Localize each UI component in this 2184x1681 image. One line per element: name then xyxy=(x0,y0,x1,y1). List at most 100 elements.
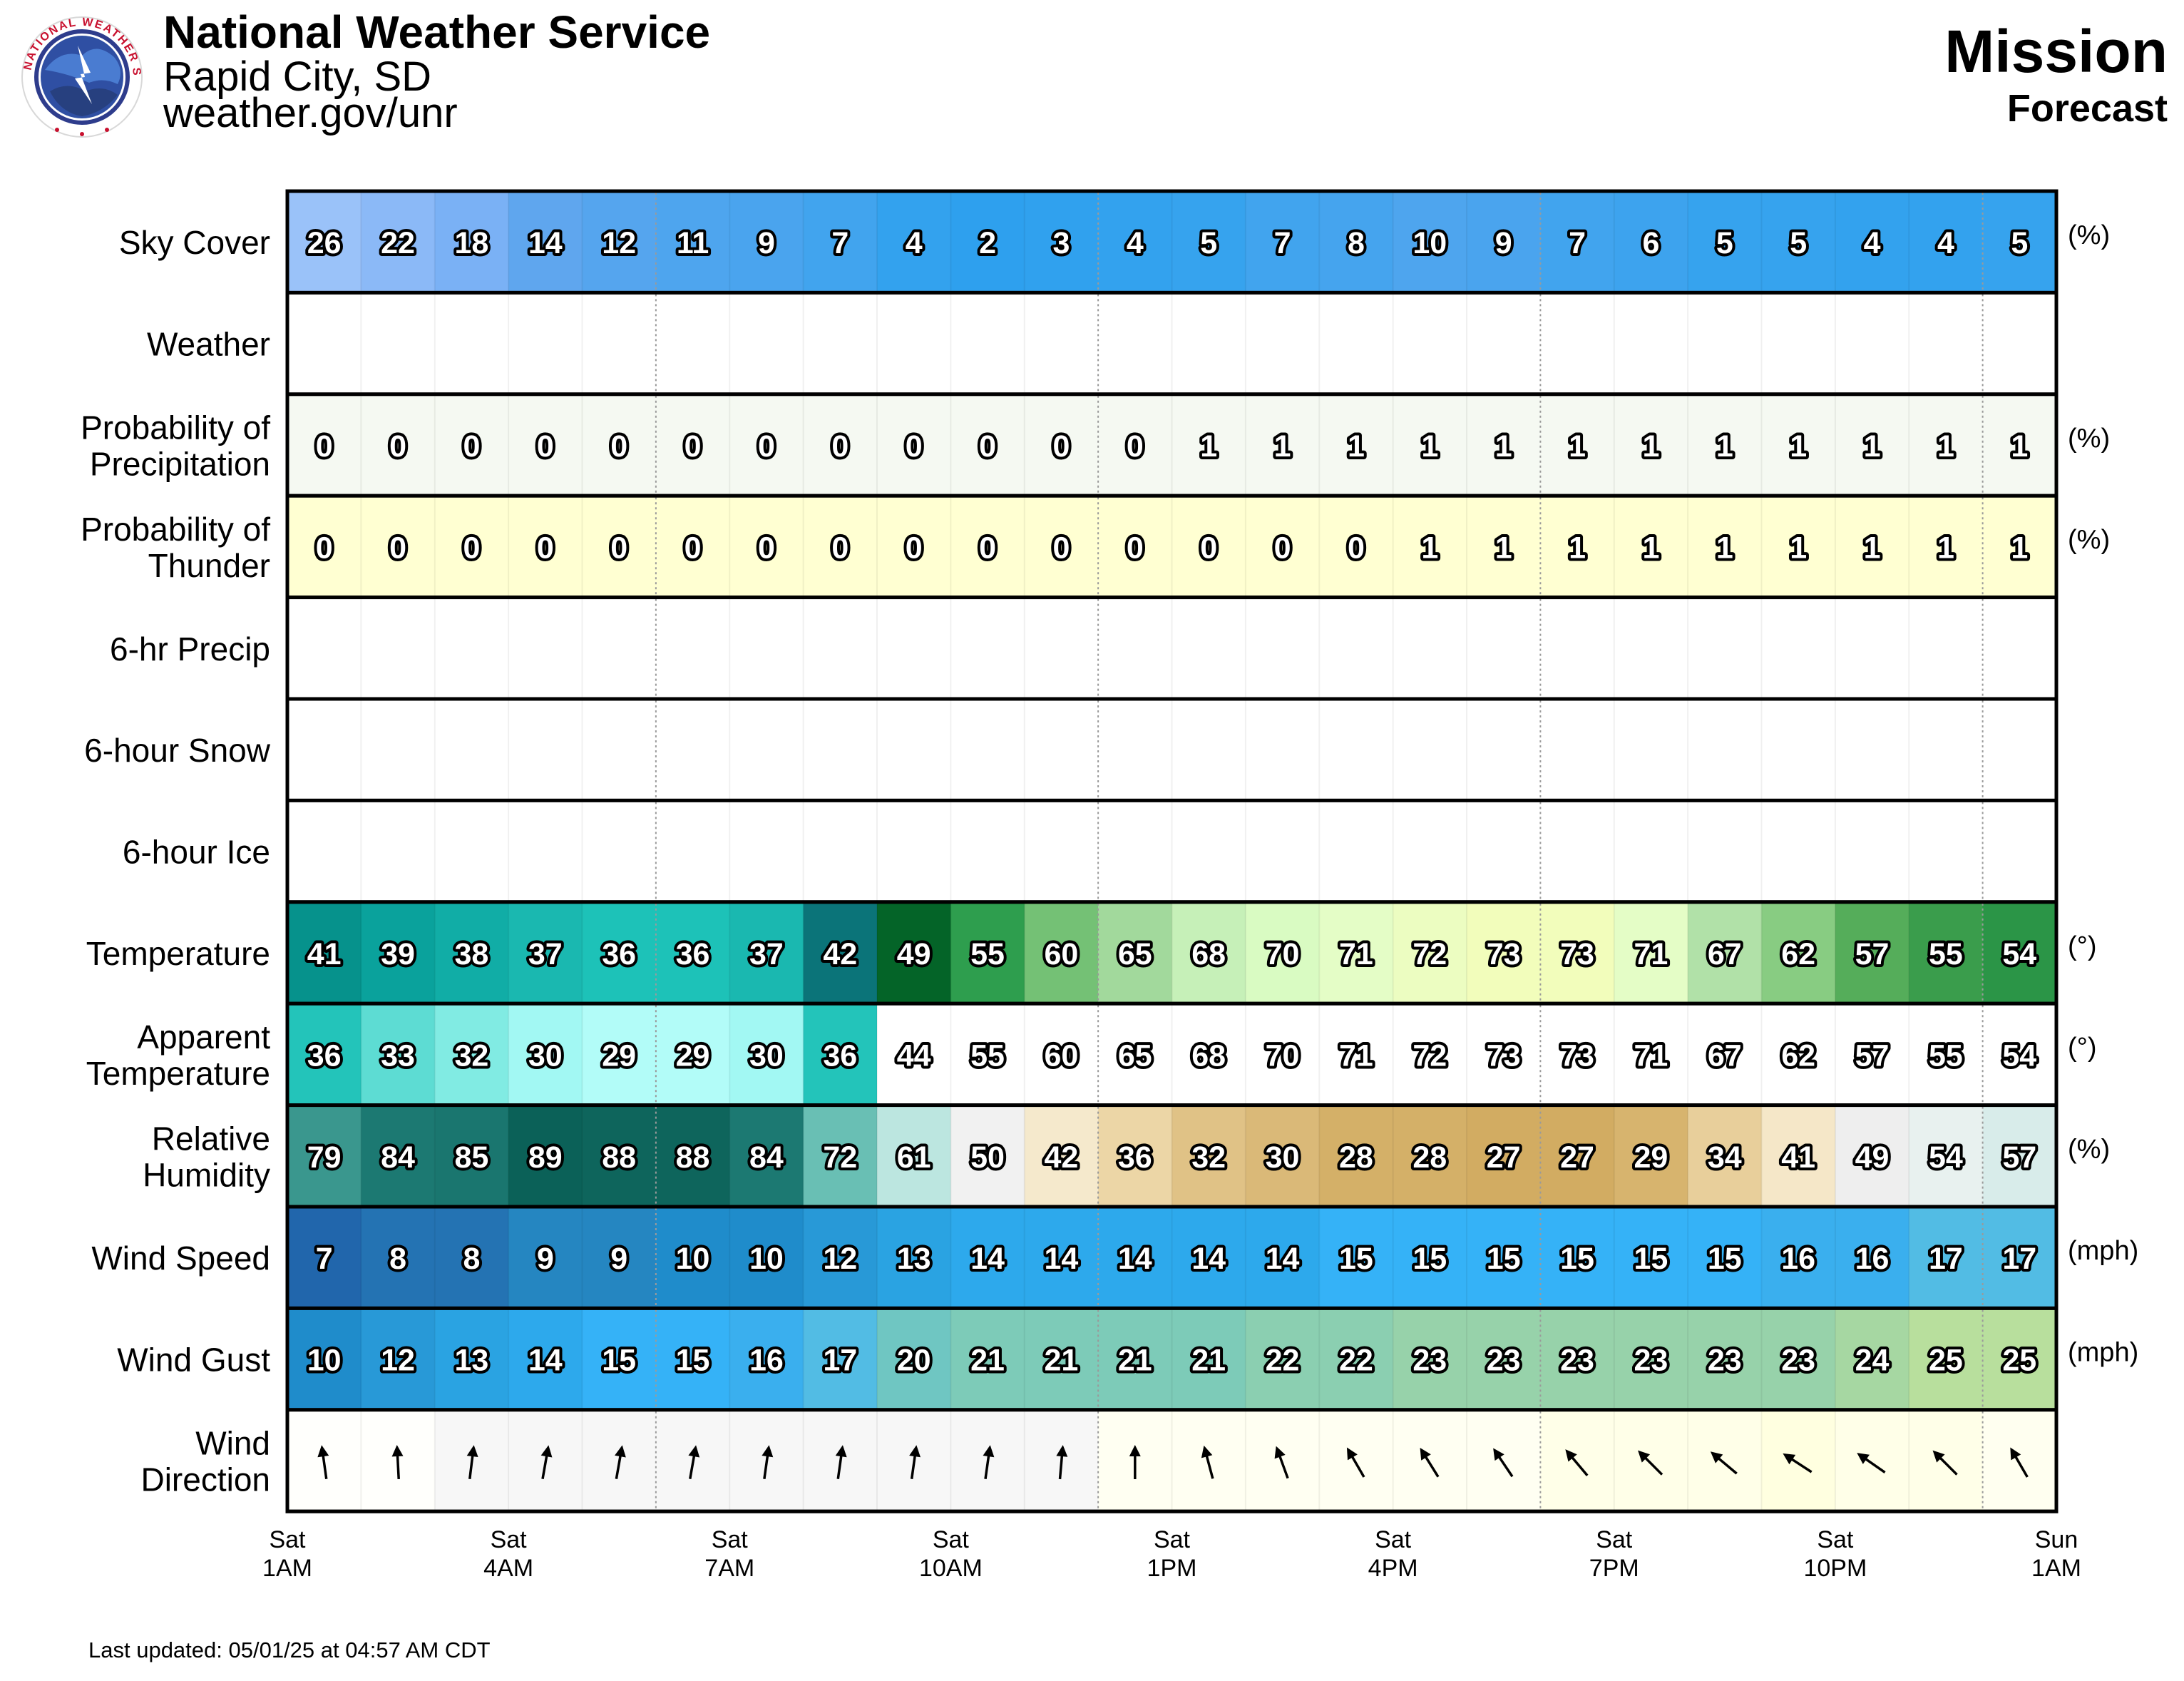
cell-bg xyxy=(1245,394,1320,496)
cell-bg xyxy=(1245,1308,1320,1410)
cell-value: 36 xyxy=(307,1038,342,1073)
cell-bg xyxy=(950,191,1025,293)
cell-value: 23 xyxy=(1560,1344,1594,1378)
cell-bg xyxy=(1909,901,1984,1004)
cell-bg xyxy=(434,496,509,598)
cell-bg xyxy=(1688,901,1763,1004)
cell-value: 1 xyxy=(1642,429,1659,464)
cell-bg xyxy=(1540,1409,1615,1512)
cell-value: 39 xyxy=(381,937,415,971)
cell-bg xyxy=(729,1105,804,1207)
cell-bg xyxy=(287,191,362,293)
cell-value: 7 xyxy=(1274,226,1291,260)
cell-value: 42 xyxy=(1045,1140,1079,1175)
cell-bg xyxy=(1098,1308,1173,1410)
cell-bg xyxy=(1909,1308,1984,1410)
empty-row-bg xyxy=(287,597,2056,699)
cell-value: 0 xyxy=(1052,531,1070,565)
cell-bg xyxy=(361,1003,436,1105)
cell-value: 20 xyxy=(897,1344,931,1378)
cell-bg xyxy=(1467,191,1541,293)
cell-value: 23 xyxy=(1781,1344,1815,1378)
wind-arrow xyxy=(983,1445,995,1480)
cell-bg xyxy=(1467,1207,1541,1309)
cell-bg xyxy=(1614,1308,1688,1410)
cell-bg xyxy=(1098,1207,1173,1309)
cell-value: 24 xyxy=(1855,1344,1890,1378)
cell-value: 1 xyxy=(1569,531,1586,565)
wind-arrow xyxy=(466,1445,478,1480)
cell-bg xyxy=(803,901,878,1004)
cell-bg xyxy=(1172,1003,1246,1105)
cell-value: 0 xyxy=(1127,531,1144,565)
cell-value: 10 xyxy=(749,1242,784,1276)
cell-bg xyxy=(950,496,1025,598)
cell-value: 14 xyxy=(528,226,563,260)
row-label: Humidity xyxy=(143,1156,270,1193)
cell-bg xyxy=(1835,394,1909,496)
cell-bg xyxy=(1540,394,1615,496)
cell-bg xyxy=(508,1207,583,1309)
cell-bg xyxy=(1024,394,1099,496)
cell-value: 1 xyxy=(1937,429,1954,464)
cell-bg xyxy=(1688,1308,1763,1410)
cell-bg xyxy=(508,901,583,1004)
cell-value: 0 xyxy=(316,531,333,565)
cell-value: 1 xyxy=(1716,429,1733,464)
office-name: Rapid City, SD xyxy=(163,53,431,100)
cell-value: 13 xyxy=(897,1242,931,1276)
cell-bg xyxy=(803,191,878,293)
row-wind-gust: 10 12 13 14 15 15 16 17 20 21 21 21 21 22 22 23 23 23 23 23… xyxy=(285,1306,2059,1412)
cell-bg xyxy=(1540,1003,1615,1105)
wind-arrow xyxy=(391,1445,404,1480)
cell-bg xyxy=(1909,1105,1984,1207)
wind-arrow xyxy=(1346,1447,1365,1478)
cell-bg xyxy=(1172,901,1246,1004)
wind-arrow xyxy=(1565,1449,1589,1476)
cell-value: 55 xyxy=(970,1038,1005,1073)
cell-bg xyxy=(1761,1409,1836,1512)
cell-value: 27 xyxy=(1487,1140,1521,1175)
cell-bg xyxy=(1982,901,2057,1004)
cell-value: 0 xyxy=(758,429,775,464)
cell-value: 2 xyxy=(979,226,996,260)
cell-value: 37 xyxy=(528,937,563,971)
cell-bg xyxy=(729,191,804,293)
cell-value: 36 xyxy=(602,937,636,971)
cell-bg xyxy=(1098,496,1173,598)
cell-value: 14 xyxy=(1191,1242,1226,1276)
cell-bg xyxy=(950,1308,1025,1410)
x-tick-day: Sat xyxy=(1817,1526,1854,1553)
cell-value: 73 xyxy=(1487,937,1521,971)
cell-value: 62 xyxy=(1781,1038,1815,1073)
cell-value: 22 xyxy=(1266,1344,1300,1378)
cell-bg xyxy=(729,1003,804,1105)
cell-bg xyxy=(1688,394,1763,496)
cell-value: 13 xyxy=(455,1344,489,1378)
cell-bg xyxy=(1982,1207,2057,1309)
cell-bg xyxy=(1393,191,1467,293)
cell-value: 0 xyxy=(537,429,554,464)
cell-bg xyxy=(655,1308,730,1410)
cell-bg xyxy=(1245,901,1320,1004)
cell-bg xyxy=(1835,901,1909,1004)
cell-bg xyxy=(1909,1003,1984,1105)
cell-value: 36 xyxy=(1118,1140,1152,1175)
cell-bg xyxy=(1540,901,1615,1004)
cell-value: 27 xyxy=(1560,1140,1594,1175)
cell-value: 30 xyxy=(1266,1140,1300,1175)
cell-bg xyxy=(1540,1207,1615,1309)
cell-bg xyxy=(729,394,804,496)
cell-value: 7 xyxy=(1569,226,1586,260)
cell-value: 84 xyxy=(749,1140,784,1175)
cell-value: 9 xyxy=(1495,226,1512,260)
cell-bg xyxy=(1172,1105,1246,1207)
nws-logo: NATIONAL WEATHER SERVICE xyxy=(21,16,143,138)
cell-value: 0 xyxy=(979,429,996,464)
cell-bg xyxy=(729,496,804,598)
cell-value: 0 xyxy=(831,429,849,464)
wind-arrow xyxy=(1056,1445,1068,1480)
cell-bg xyxy=(582,1207,657,1309)
cell-value: 15 xyxy=(1487,1242,1521,1276)
cell-bg xyxy=(1245,1207,1320,1309)
